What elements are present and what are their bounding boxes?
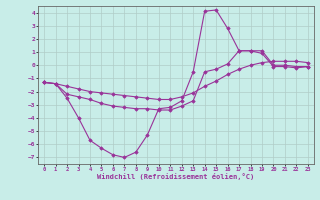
X-axis label: Windchill (Refroidissement éolien,°C): Windchill (Refroidissement éolien,°C) — [97, 173, 255, 180]
